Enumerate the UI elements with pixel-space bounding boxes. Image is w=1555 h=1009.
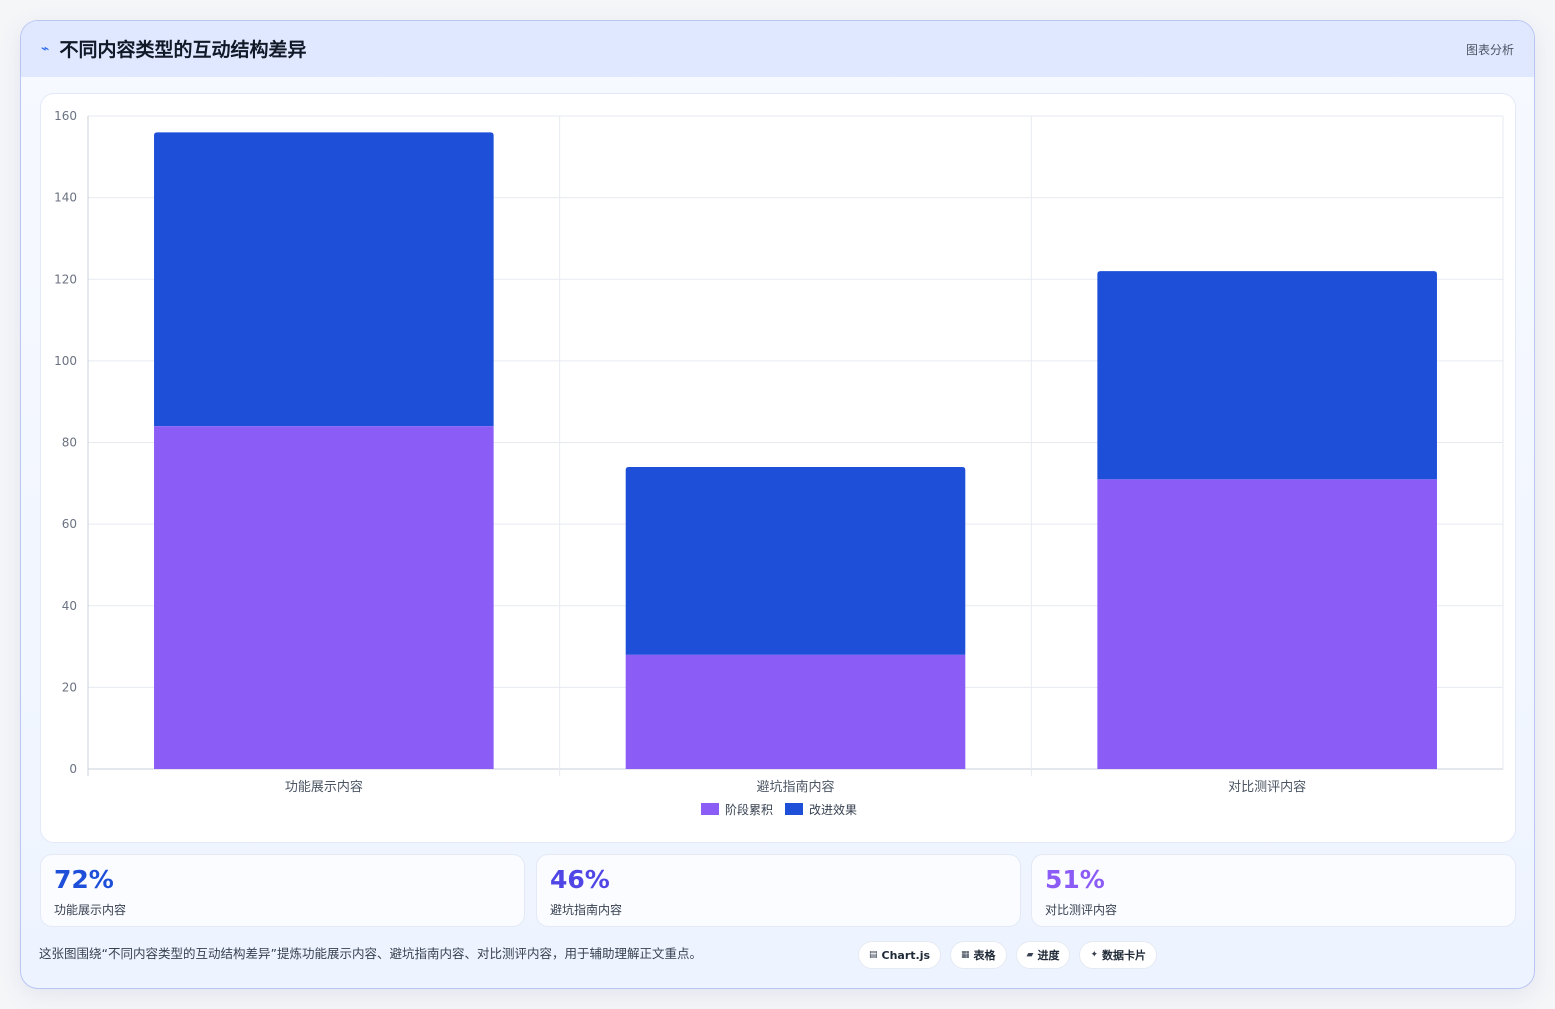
chip-progress[interactable]: ▰ 进度 [1015, 941, 1071, 969]
chart-title: 不同内容类型的互动结构差异 [59, 39, 307, 61]
stats-row: 72% 功能展示内容 46% 避坑指南内容 51% 对比测评内容 [40, 854, 1516, 927]
chart-panel: 0 20 40 60 80 100 120 140 160 功能展示内容 避坑指南内容 对比测评内容阶… [40, 93, 1516, 843]
chip-table[interactable]: ▦ 表格 [950, 941, 1007, 969]
legend-swatch [785, 803, 803, 815]
stat-label: 对比测评内容 [1045, 903, 1118, 917]
bar-segment [1097, 479, 1437, 769]
x-tick-label: 避坑指南内容 [756, 779, 834, 795]
stat-card: 72% 功能展示内容 [40, 854, 525, 927]
card-header: ⌁ 不同内容类型的互动结构差异 图表分析 [21, 21, 1534, 77]
trend-line-icon: ⌁ [41, 40, 50, 57]
stacked-bar-chart: 0 20 40 60 80 100 120 140 160 功能展示内容 避坑指南内容 对比测评内容阶… [54, 109, 1504, 817]
legend-label: 阶段累积 [725, 802, 773, 817]
chart-card: ⌁ 不同内容类型的互动结构差异 图表分析 0 20 40 60 80 100 120 140 1… [20, 20, 1535, 989]
chip-label: 进度 [1037, 949, 1060, 962]
progress-icon: ▰ [1026, 950, 1034, 960]
y-tick-label: 140 [54, 191, 77, 205]
chip-data-card[interactable]: ✦ 数据卡片 [1079, 941, 1158, 969]
y-tick-label: 0 [69, 762, 77, 776]
chip-chartjs[interactable]: ▤ Chart.js [858, 941, 942, 969]
stat-card: 51% 对比测评内容 [1031, 854, 1516, 927]
chart-icon: ▤ [869, 950, 878, 960]
y-tick-label: 40 [62, 599, 77, 613]
x-tick-label: 对比测评内容 [1228, 779, 1306, 795]
y-tick-label: 80 [62, 436, 77, 450]
sparkle-icon: ✦ [1090, 950, 1099, 960]
y-tick-label: 20 [62, 680, 77, 694]
header-tag: 图表分析 [1465, 43, 1514, 57]
bar-segment [154, 132, 494, 427]
title-wrap: ⌁ 不同内容类型的互动结构差异 [41, 35, 306, 62]
stat-label: 功能展示内容 [54, 903, 127, 917]
stat-value: 72% [54, 865, 114, 894]
bar-segment [1097, 271, 1437, 480]
footer-note: 这张图围绕“不同内容类型的互动结构差异”提炼功能展示内容、避坑指南内容、对比测评… [39, 946, 702, 961]
stat-card: 46% 避坑指南内容 [536, 854, 1021, 927]
stat-value: 51% [1045, 865, 1105, 894]
y-tick-label: 60 [62, 517, 77, 531]
bar-segment [625, 466, 966, 655]
legend-label: 改进效果 [809, 802, 857, 817]
chip-label: 数据卡片 [1102, 949, 1147, 962]
y-tick-label: 100 [54, 354, 77, 368]
chip-label: 表格 [973, 949, 996, 962]
y-tick-label: 160 [54, 109, 77, 123]
chip-label: Chart.js [881, 948, 931, 962]
stat-value: 46% [550, 865, 610, 894]
stat-label: 避坑指南内容 [550, 903, 623, 917]
table-icon: ▦ [961, 950, 970, 960]
y-tick-label: 120 [54, 272, 77, 286]
x-tick-label: 功能展示内容 [285, 779, 363, 795]
legend-swatch [701, 803, 719, 815]
bar-segment [625, 654, 966, 769]
bar-segment [154, 426, 494, 769]
tag-chips: ▤ Chart.js ▦ 表格 ▰ 进度 ✦ 数据卡片 [858, 941, 1158, 969]
